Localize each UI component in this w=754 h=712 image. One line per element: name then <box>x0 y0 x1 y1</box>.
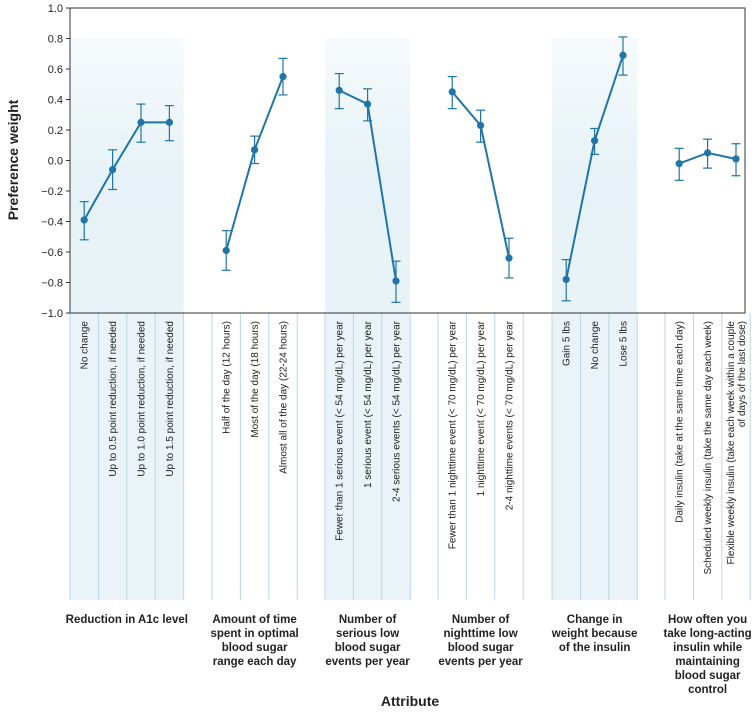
level-label: No change <box>590 321 601 370</box>
level-label: No change <box>80 321 91 370</box>
data-point <box>675 159 683 168</box>
data-point <box>732 155 740 163</box>
y-tick-label: −0.4 <box>41 217 63 229</box>
level-label: Half of the day (12 hours) <box>222 321 233 434</box>
y-tick-label: −0.2 <box>41 186 63 198</box>
data-point <box>165 118 173 126</box>
y-axis-ticks: 1.0 0.8 0.6 0.4 0.2 0.0 −0.2 −0.4 −0.6 −0.8 −1.0 <box>41 3 70 320</box>
level-label: Daily insulin (take at the same time eac… <box>675 321 686 523</box>
y-tick-label: −1.0 <box>41 308 63 320</box>
level-label: Lose 5 lbs <box>619 321 630 367</box>
data-point <box>591 137 599 145</box>
level-label: Scheduled weekly insulin (take the same … <box>703 321 714 574</box>
data-point <box>704 149 712 157</box>
level-label: Up to 1.0 point reduction, if needed <box>137 321 148 477</box>
level-label: 2-4 serious events (< 54 mg/dL) per year <box>392 320 403 502</box>
series <box>79 36 741 303</box>
level-label: Flexible weekly insulin (take each week … <box>726 321 748 565</box>
y-tick-label: −0.6 <box>41 247 63 259</box>
level-label: 2-4 nighttime events (< 70 mg/dL) per ye… <box>505 320 516 510</box>
data-point <box>477 121 485 130</box>
plot-band-4 <box>552 38 638 313</box>
data-point <box>619 51 627 59</box>
data-point <box>392 277 400 285</box>
data-point <box>80 216 88 224</box>
data-point <box>505 254 513 262</box>
x-axis-label: Attribute <box>381 693 440 709</box>
level-label: Gain 5 lbs <box>562 321 573 366</box>
data-point <box>222 246 230 255</box>
level-label: Up to 0.5 point reduction, if needed <box>108 321 119 477</box>
level-label: 1 serious event (< 54 mg/dL) per year <box>363 320 374 488</box>
level-label: Most of the day (18 hours) <box>250 321 261 438</box>
data-point <box>137 118 145 126</box>
data-point <box>448 88 456 96</box>
y-tick-label: 0.0 <box>48 156 63 168</box>
level-label: 1 nighttime event (< 70 mg/dL) per year <box>476 320 487 496</box>
label-band-2 <box>325 313 411 600</box>
level-separators <box>69 313 751 600</box>
level-label: Fewer than 1 nighttime event (< 70 mg/dL… <box>448 320 459 549</box>
attribute-label: How often you take long-acting insulin whi… <box>664 614 752 696</box>
attribute-label: Reduction in A1c level <box>66 614 188 626</box>
attribute-labels: Reduction in A1c level Amount of time spen… <box>66 614 752 696</box>
level-label: Fewer than 1 serious event (< 54 mg/dL) … <box>335 320 346 541</box>
data-point <box>109 166 117 174</box>
data-point <box>279 73 287 81</box>
level-labels: No change Up to 0.5 point reduction, if n… <box>80 320 748 574</box>
attribute-label: Number of serious low blood sugar events pe… <box>325 614 410 668</box>
y-tick-label: 0.4 <box>48 95 63 107</box>
label-band-4 <box>552 313 638 600</box>
y-axis-label: Preference weight <box>5 99 21 220</box>
data-point <box>251 146 259 154</box>
level-label: Almost all of the day (22-24 hours) <box>279 321 290 474</box>
attribute-label: Change in weight because of the insulin <box>551 614 638 654</box>
attribute-label: Amount of time spent in optimal blood suga… <box>211 614 299 668</box>
y-tick-label: 0.2 <box>48 125 63 137</box>
attribute-label: Number of nighttime low blood sugar events … <box>438 614 523 668</box>
y-tick-label: 0.6 <box>48 64 63 76</box>
data-point <box>562 275 570 284</box>
y-tick-label: 0.8 <box>48 34 63 46</box>
series-line-0 <box>83 121 170 221</box>
data-point <box>364 100 372 108</box>
y-tick-label: 1.0 <box>48 3 63 15</box>
y-tick-label: −0.8 <box>41 278 63 290</box>
plot-band-0 <box>70 38 184 313</box>
plot-band-2 <box>325 38 411 313</box>
level-label: Up to 1.5 point reduction, if needed <box>165 321 176 477</box>
data-point <box>335 86 343 94</box>
